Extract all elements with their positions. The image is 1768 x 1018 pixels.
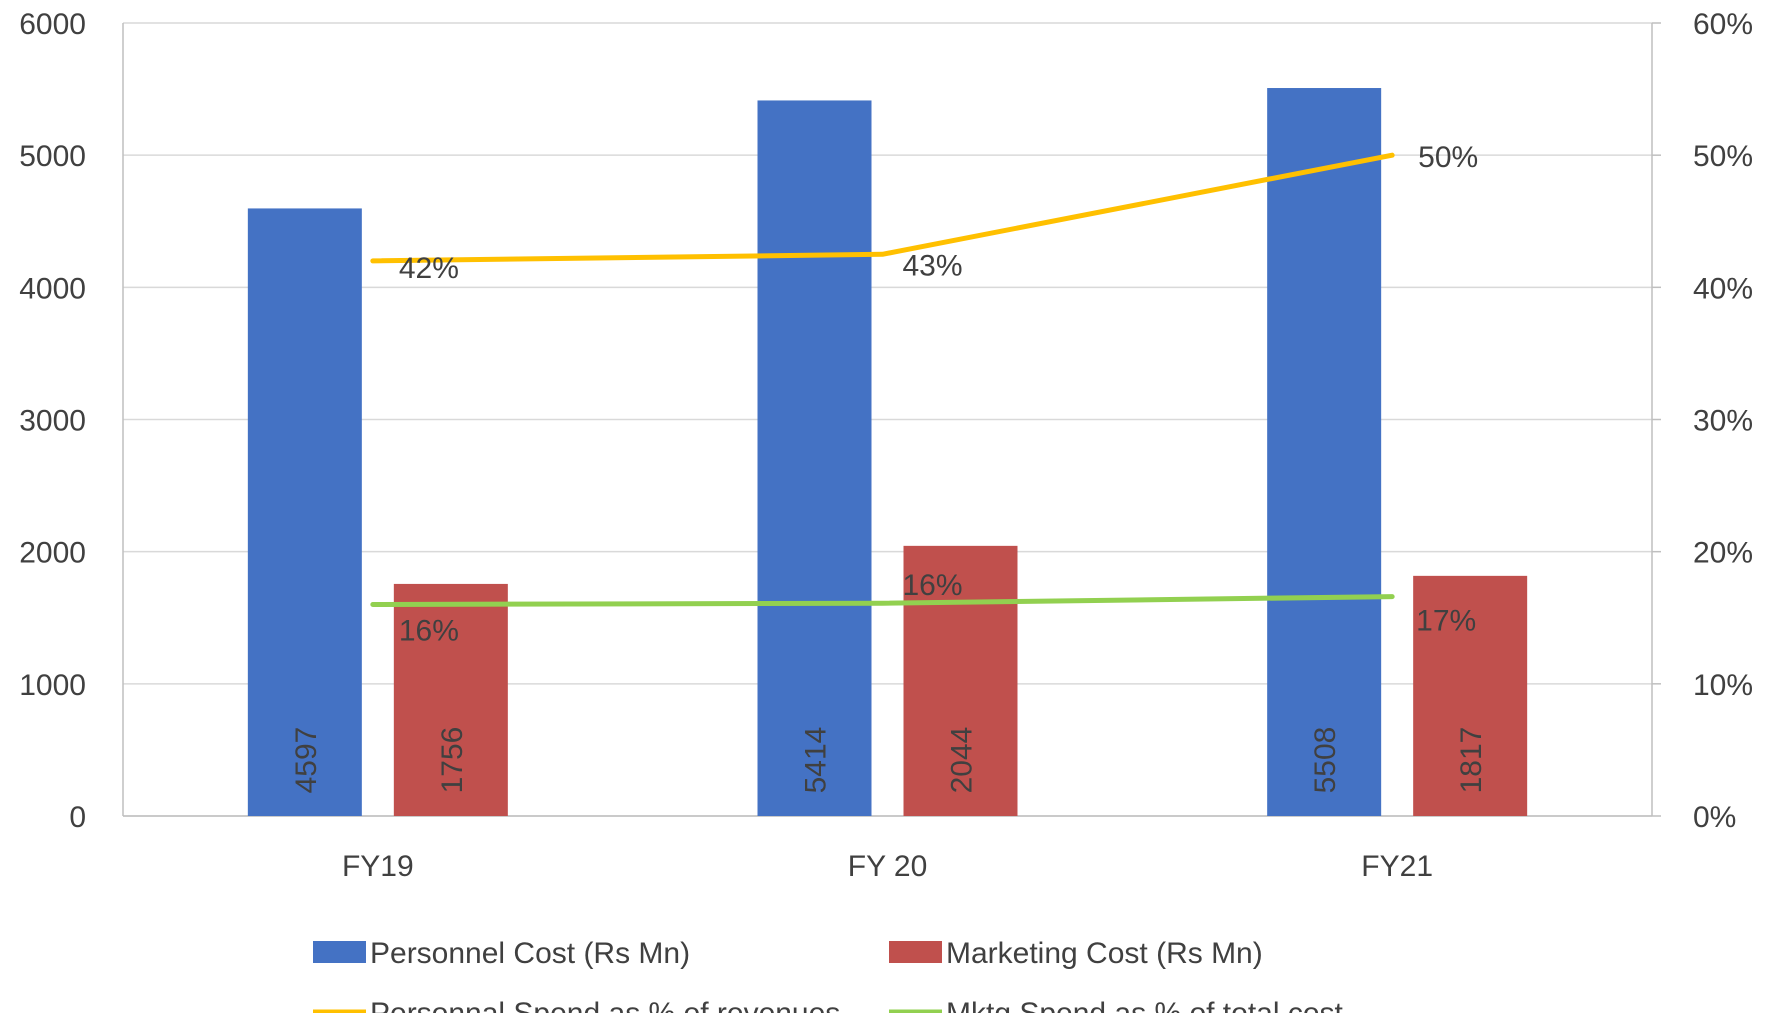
left-axis-tick-label: 5000 (19, 140, 86, 173)
left-axis-tick-label: 1000 (19, 669, 86, 702)
x-axis-category-label: FY19 (342, 850, 414, 883)
right-axis-tick-label: 30% (1693, 405, 1753, 438)
bar (903, 545, 1018, 816)
line-data-label: 42% (399, 252, 459, 285)
right-axis-tick-label: 40% (1693, 272, 1753, 305)
line-series (370, 152, 1395, 608)
legend-swatch (313, 941, 366, 963)
line-data-label: 17% (1416, 605, 1476, 638)
left-axis-tick-label: 3000 (19, 405, 86, 438)
bar (1267, 88, 1382, 816)
left-axis-tick-label: 4000 (19, 272, 86, 305)
axes: 0 1000 2000 3000 4000 5000 6000 0% 10% 20% 30% 40% 5… (19, 8, 1753, 883)
right-axis-tick-label: 60% (1693, 8, 1753, 41)
series-line (370, 152, 1395, 264)
gridlines (123, 22, 1652, 817)
left-axis-tick-label: 0 (69, 801, 86, 834)
left-axis-tick-label: 6000 (19, 8, 86, 41)
bar-data-label: 1817 (1455, 727, 1488, 794)
bar-data-label: 1756 (436, 727, 469, 794)
bar-data-label: 5414 (800, 727, 833, 794)
series-line (370, 594, 1395, 608)
line-data-label: 50% (1418, 141, 1478, 174)
bar (247, 208, 362, 817)
bar-data-label: 4597 (290, 727, 323, 794)
bar (1413, 575, 1528, 816)
bar (757, 100, 872, 817)
right-axis-tick-label: 50% (1693, 140, 1753, 173)
line-data-label: 16% (399, 615, 459, 648)
legend: Personnel Cost (Rs Mn) Marketing Cost (Rs… (313, 937, 1344, 1018)
right-axis-tick-label: 0% (1693, 801, 1736, 834)
bar-series (247, 88, 1528, 817)
line-data-label: 16% (903, 569, 963, 602)
left-axis-tick-label: 2000 (19, 537, 86, 570)
bar (393, 583, 508, 816)
legend-label: Marketing Cost (Rs Mn) (946, 937, 1263, 970)
x-axis-category-label: FY21 (1361, 850, 1433, 883)
right-axis-tick-label: 10% (1693, 669, 1753, 702)
data-labels: 4597 5414 5508 1756 2044 1817 42% 43% 50% 16% 16% 1… (290, 141, 1488, 793)
line-data-label: 43% (903, 249, 963, 282)
legend-label: Personnel Cost (Rs Mn) (370, 937, 690, 970)
legend-label: Mktg Spend as % of total cost (946, 997, 1344, 1013)
x-axis-category-label: FY 20 (848, 850, 928, 883)
legend-swatch (889, 941, 942, 963)
legend-label: Personnal Spend as % of revenues (370, 997, 840, 1013)
bar-data-label: 2044 (946, 727, 979, 794)
right-axis-tick-label: 20% (1693, 537, 1753, 570)
bar-data-label: 5508 (1309, 727, 1342, 794)
